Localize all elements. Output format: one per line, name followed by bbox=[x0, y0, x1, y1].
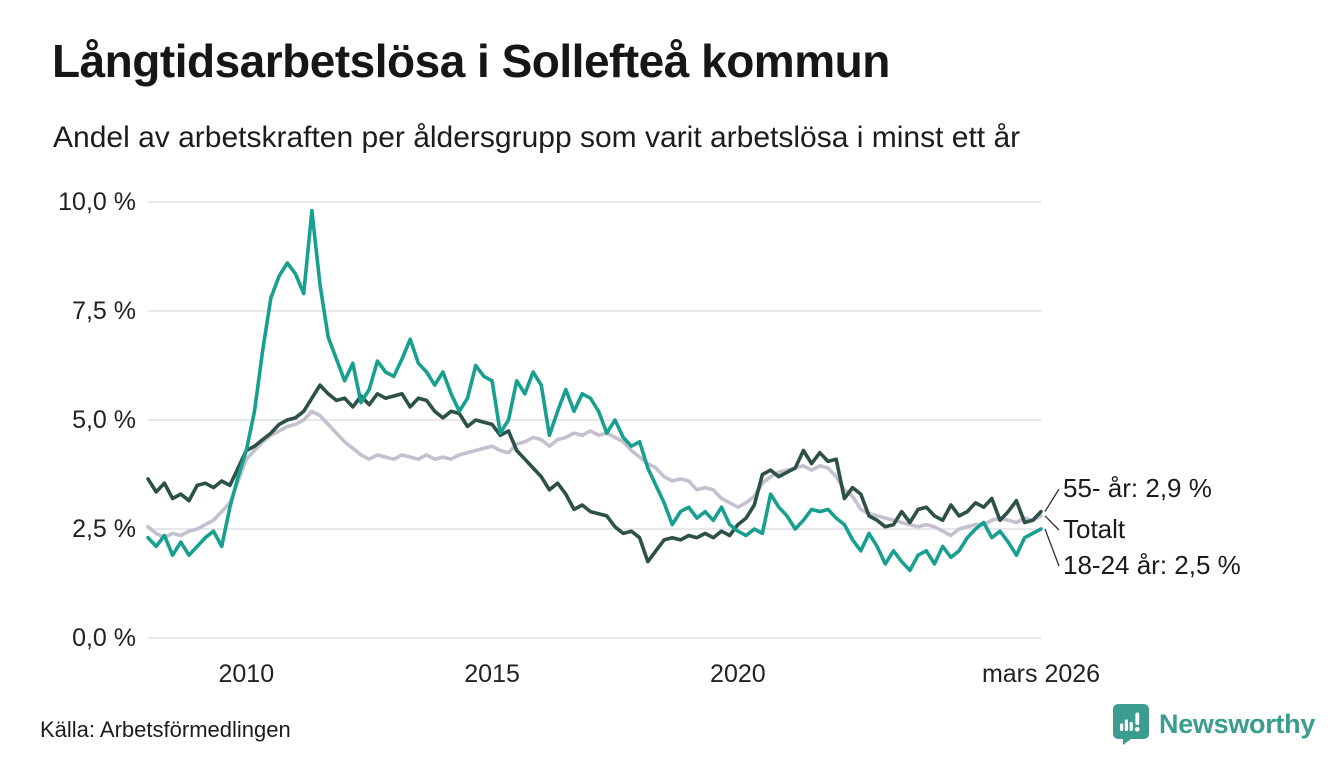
line-series-55- år bbox=[146, 383, 1043, 564]
series-end-label-18-24 år: 18-24 år: 2,5 % bbox=[1063, 550, 1241, 580]
annotation-connector bbox=[1044, 528, 1060, 567]
y-axis-tick-label: 10,0 % bbox=[58, 188, 136, 216]
x-axis-tick-label: mars 2026 bbox=[981, 660, 1101, 688]
newsworthy-speech-bubble-bar-chart-icon bbox=[1113, 704, 1149, 745]
annotation-connector bbox=[1044, 488, 1060, 512]
series-end-label-55- år: 55- år: 2,9 % bbox=[1063, 473, 1212, 503]
newsworthy-logo-text: Newsworthy bbox=[1159, 708, 1316, 739]
page-title: Långtidsarbetslösa i Sollefteå kommun bbox=[52, 35, 890, 87]
y-axis-tick-label: 2,5 % bbox=[72, 515, 136, 543]
y-axis-tick-label: 7,5 % bbox=[72, 297, 136, 325]
y-axis-tick-label: 0,0 % bbox=[72, 624, 136, 652]
annotation-connector bbox=[1044, 515, 1060, 531]
x-axis-tick-label: 2010 bbox=[218, 660, 275, 688]
y-axis-tick-label: 5,0 % bbox=[72, 406, 136, 434]
page-subtitle: Andel av arbetskraften per åldersgrupp s… bbox=[53, 121, 1021, 154]
x-axis-tick-label: 2015 bbox=[464, 660, 520, 688]
series-end-label-Totalt: Totalt bbox=[1063, 514, 1126, 544]
line-series-Totalt bbox=[146, 409, 1043, 540]
x-axis-tick-label: 2020 bbox=[710, 660, 766, 688]
source-note: Källa: Arbetsförmedlingen bbox=[40, 717, 291, 742]
line-series-18-24 år bbox=[146, 208, 1043, 573]
newsworthy-logo[interactable]: Newsworthy bbox=[1112, 703, 1315, 745]
